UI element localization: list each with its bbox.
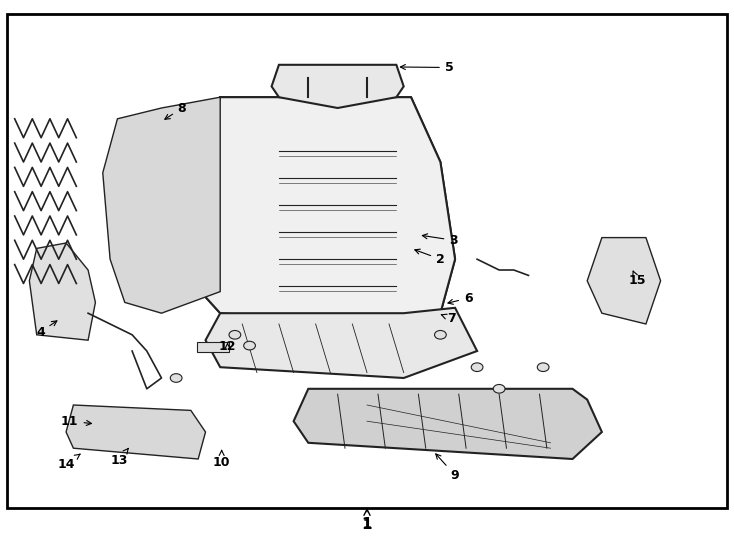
FancyBboxPatch shape xyxy=(197,342,229,352)
Text: 13: 13 xyxy=(110,448,128,467)
Polygon shape xyxy=(198,97,455,324)
Text: 2: 2 xyxy=(415,249,445,266)
FancyBboxPatch shape xyxy=(7,14,727,508)
Text: 7: 7 xyxy=(441,312,456,325)
Text: 3: 3 xyxy=(422,234,458,247)
Text: 14: 14 xyxy=(57,454,80,471)
Text: 8: 8 xyxy=(165,102,186,119)
Text: 9: 9 xyxy=(436,454,459,482)
Text: 11: 11 xyxy=(61,415,92,428)
Polygon shape xyxy=(272,65,404,108)
Text: 6: 6 xyxy=(448,292,473,305)
Text: 1: 1 xyxy=(363,518,371,531)
Text: 12: 12 xyxy=(219,340,236,353)
Polygon shape xyxy=(206,308,477,378)
Text: 4: 4 xyxy=(36,321,57,339)
Circle shape xyxy=(471,363,483,372)
Circle shape xyxy=(537,363,549,372)
Polygon shape xyxy=(587,238,661,324)
Circle shape xyxy=(493,384,505,393)
Polygon shape xyxy=(103,97,220,313)
Circle shape xyxy=(435,330,446,339)
Text: 15: 15 xyxy=(628,271,646,287)
Text: 5: 5 xyxy=(400,61,454,74)
Circle shape xyxy=(170,374,182,382)
Text: 10: 10 xyxy=(213,450,230,469)
Circle shape xyxy=(244,341,255,350)
Polygon shape xyxy=(294,389,602,459)
Polygon shape xyxy=(66,405,206,459)
Text: 1: 1 xyxy=(362,509,372,532)
Polygon shape xyxy=(29,243,95,340)
Circle shape xyxy=(229,330,241,339)
